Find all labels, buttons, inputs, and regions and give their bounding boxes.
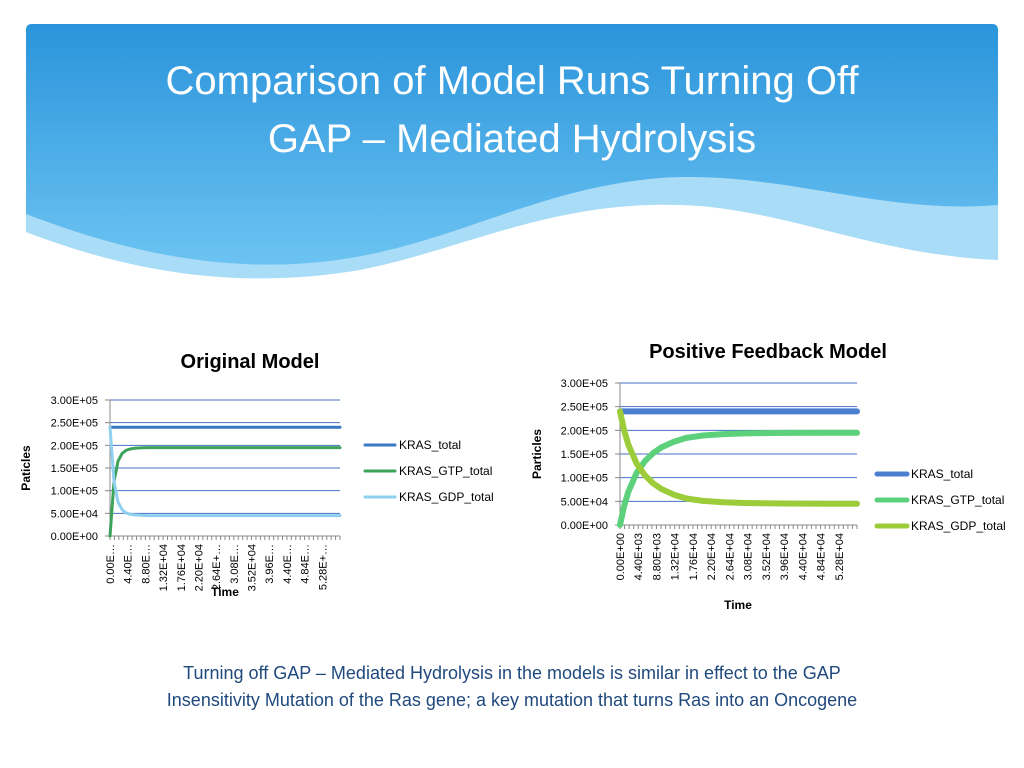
y-axis-label: Particles — [530, 429, 544, 479]
x-tick-label: 1.76E+04 — [176, 544, 188, 591]
x-tick-label: 4.40E+04 — [797, 533, 809, 580]
y-tick-label: 1.00E+05 — [51, 486, 98, 498]
x-axis-label: Time — [724, 598, 752, 612]
y-axis-label: Paticles — [19, 445, 33, 491]
series-line-kras-gdp-total — [108, 425, 342, 518]
x-tick-label: 3.96E+04 — [779, 533, 791, 580]
y-tick-label: 1.00E+05 — [561, 473, 608, 485]
chart-svg: Original Model 0.00E+00 5.00E+04 1.00E+05 1.… — [19, 351, 494, 599]
x-tick-label: 3.08E… — [229, 544, 241, 584]
x-tick-label: 3.96E… — [264, 544, 276, 584]
slide-title-line-1: Comparison of Model Runs Turning Off — [165, 59, 859, 103]
x-tick-label: 4.84E… — [300, 544, 312, 584]
slide-title-line-2: GAP – Mediated Hydrolysis — [267, 117, 757, 161]
x-tick-label: 0.00E… — [105, 544, 117, 584]
x-tick-label: 1.32E+04 — [670, 533, 682, 580]
series-line-kras-gtp-total — [617, 429, 860, 528]
slide-header-band: Comparison of Model Runs Turning Off GAP… — [0, 0, 1024, 300]
y-tick-label: 5.00E+04 — [561, 496, 608, 508]
caption-line-1: Turning off GAP – Mediated Hydrolysis in… — [183, 663, 841, 683]
x-tick-label: 0.00E+00 — [615, 533, 627, 580]
series-line-kras-gdp-total — [617, 408, 860, 507]
x-tick-label: 5.28E+… — [317, 544, 329, 590]
x-tick-label: 4.40E… — [282, 544, 294, 584]
series-line-kras-gtp-total — [108, 446, 342, 538]
chart-title: Original Model — [181, 351, 320, 373]
y-tick-label: 2.50E+05 — [51, 418, 98, 430]
original-model-chart: Original Model 0.00E+00 5.00E+04 1.00E+05 1.… — [0, 330, 520, 630]
y-tick-label: 1.50E+05 — [561, 449, 608, 461]
x-tick-label: 4.40E+03 — [633, 533, 645, 580]
y-tick-label: 3.00E+05 — [561, 378, 608, 390]
y-tick-label: 3.00E+05 — [51, 395, 98, 407]
y-tick-label: 0.00E+00 — [561, 520, 608, 532]
x-tick-label: 3.08E+04 — [743, 533, 755, 580]
legend-label: KRAS_total — [399, 438, 461, 452]
y-tick-label: 1.50E+05 — [51, 463, 98, 475]
x-tick-label: 2.20E+04 — [706, 533, 718, 580]
y-tick-label: 2.00E+05 — [51, 440, 98, 452]
x-tick-label: 2.64E+04 — [724, 533, 736, 580]
y-tick-label: 5.00E+04 — [51, 508, 98, 520]
x-tick-label: 4.84E+04 — [816, 533, 828, 580]
legend-label: KRAS_GDP_total — [399, 490, 494, 504]
slide-title: Comparison of Model Runs Turning Off GAP… — [60, 52, 964, 168]
x-tick-label: 5.28E+04 — [834, 533, 846, 580]
x-tick-label: 2.20E+04 — [193, 544, 205, 591]
x-tick-label: 3.52E+04 — [247, 544, 259, 591]
x-tick-label: 8.80E+03 — [651, 533, 663, 580]
slide-caption: Turning off GAP – Mediated Hydrolysis in… — [40, 660, 984, 714]
positive-feedback-model-chart: Positive Feedback Model 0.00E+00 5.00E+04 1… — [515, 330, 1024, 630]
legend-label: KRAS_GTP_total — [911, 493, 1004, 507]
x-tick-label: 1.76E+04 — [688, 533, 700, 580]
x-tick-label: 2.64E+… — [211, 544, 223, 590]
chart-title: Positive Feedback Model — [649, 341, 887, 363]
x-tick-label: 3.52E+04 — [761, 533, 773, 580]
y-tick-label: 2.00E+05 — [561, 425, 608, 437]
x-tick-label: 1.32E+04 — [158, 544, 170, 591]
legend-label: KRAS_GTP_total — [399, 464, 492, 478]
legend-label: KRAS_GDP_total — [911, 519, 1006, 533]
legend-label: KRAS_total — [911, 467, 973, 481]
caption-line-2: Insensitivity Mutation of the Ras gene; … — [166, 690, 858, 710]
x-axis-label: Time — [211, 585, 239, 599]
x-tick-label: 8.80E… — [140, 544, 152, 584]
y-tick-label: 2.50E+05 — [561, 402, 608, 414]
x-tick-label: 4.40E… — [123, 544, 135, 584]
y-tick-label: 0.00E+00 — [51, 531, 98, 543]
chart-svg: Positive Feedback Model 0.00E+00 5.00E+04 1… — [530, 341, 1006, 612]
header-wave-graphic — [26, 24, 998, 279]
